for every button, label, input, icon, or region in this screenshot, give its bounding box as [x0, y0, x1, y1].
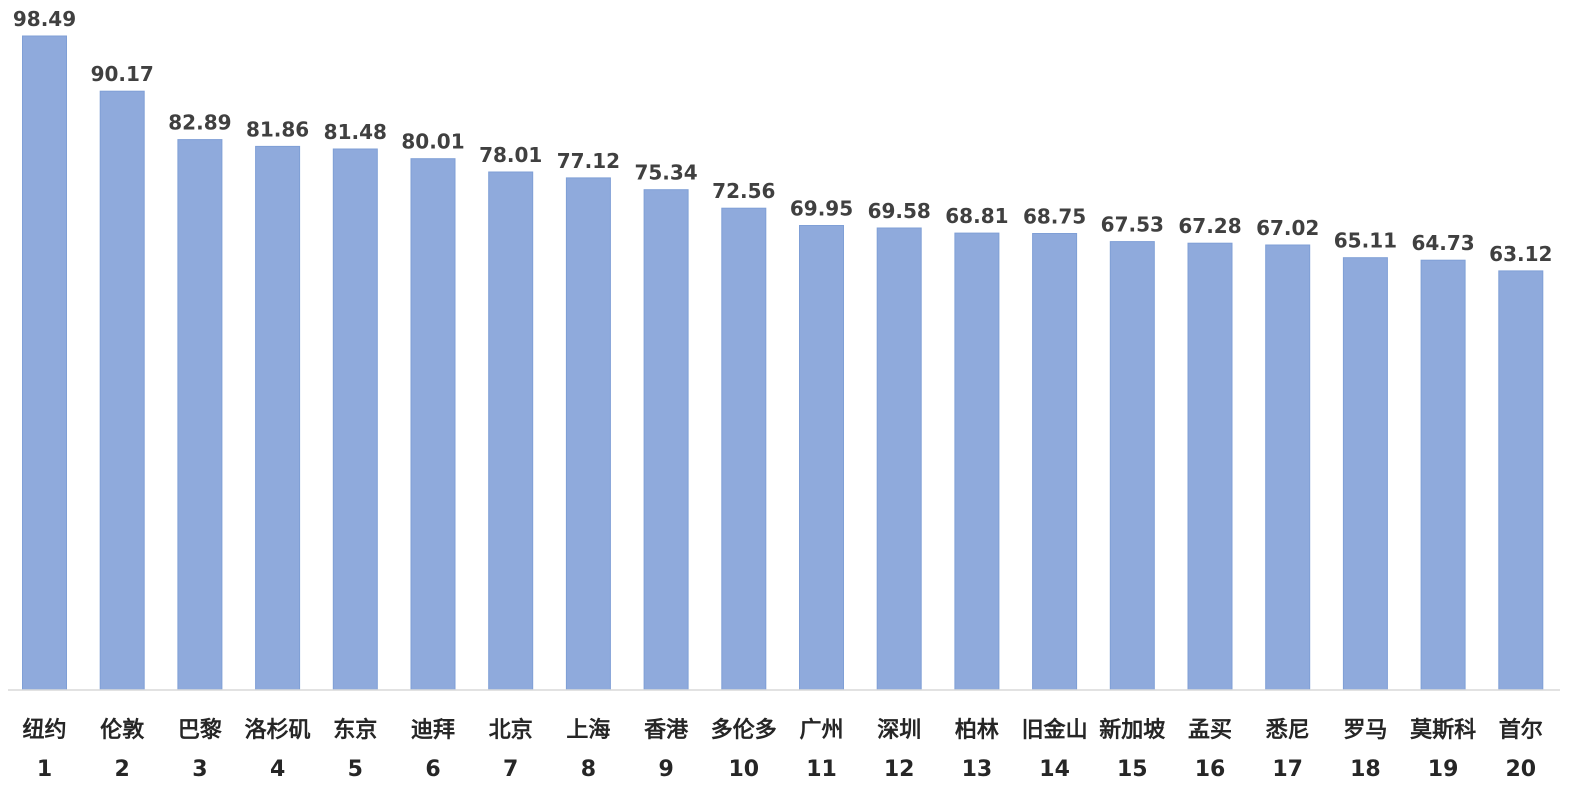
category-label-15: 新加坡 [1099, 717, 1165, 743]
value-label-18: 65.11 [1334, 229, 1397, 253]
category-label-13: 柏林 [955, 717, 999, 743]
rank-label-13: 13 [962, 757, 993, 782]
rank-label-8: 8 [581, 757, 596, 782]
rank-label-18: 18 [1350, 757, 1381, 782]
bar-5 [332, 148, 378, 691]
category-label-20: 首尔 [1499, 717, 1543, 743]
value-label-17: 67.02 [1256, 216, 1319, 240]
category-label-19: 莫斯科 [1410, 717, 1476, 743]
rank-labels-layer: 1 2 3 4 5 6 7 8 9 10 11 12 13 14 15 16 17 18 19 20 [37, 757, 1536, 782]
rank-label-20: 20 [1505, 757, 1536, 782]
rank-label-12: 12 [884, 757, 915, 782]
category-label-1: 纽约 [22, 717, 66, 743]
value-labels-layer: 98.49 90.17 82.89 81.86 81.48 80.01 78.01 77.12… [13, 7, 1553, 266]
value-label-8: 77.12 [557, 149, 620, 173]
bars-layer [22, 35, 1544, 691]
bar-9 [643, 189, 689, 691]
bar-15 [1109, 241, 1155, 691]
category-label-2: 伦敦 [100, 717, 145, 743]
category-label-3: 巴黎 [178, 717, 222, 743]
bar-11 [799, 225, 844, 691]
bar-19 [1420, 259, 1466, 691]
rank-label-1: 1 [37, 757, 52, 782]
category-label-7: 北京 [489, 717, 533, 743]
value-label-11: 69.95 [790, 197, 853, 221]
value-label-20: 63.12 [1489, 242, 1552, 266]
bar-2 [99, 90, 145, 691]
bar-4 [255, 145, 301, 691]
category-label-5: 东京 [333, 717, 377, 743]
rank-label-14: 14 [1039, 757, 1070, 782]
value-label-10: 72.56 [712, 179, 775, 203]
rank-label-15: 15 [1117, 757, 1148, 782]
bar-3 [177, 139, 223, 691]
rank-label-6: 6 [425, 757, 440, 782]
category-label-8: 上海 [566, 717, 610, 743]
bar-16 [1187, 242, 1233, 691]
bar-6 [410, 158, 456, 691]
category-label-9: 香港 [644, 718, 689, 743]
value-label-6: 80.01 [401, 130, 464, 154]
category-label-14: 旧金山 [1022, 717, 1088, 743]
bar-18 [1342, 257, 1388, 691]
value-label-12: 69.58 [868, 199, 931, 223]
rank-label-3: 3 [192, 757, 207, 782]
category-label-17: 悉尼 [1266, 718, 1310, 743]
category-label-18: 罗马 [1343, 718, 1387, 743]
category-label-12: 深圳 [877, 718, 921, 743]
value-label-19: 64.73 [1411, 231, 1474, 255]
rank-label-17: 17 [1272, 757, 1303, 782]
value-label-14: 68.75 [1023, 205, 1086, 229]
value-label-4: 81.86 [246, 117, 309, 141]
rank-label-19: 19 [1428, 757, 1459, 782]
category-label-10: 多伦多 [711, 717, 777, 743]
value-label-16: 67.28 [1178, 214, 1241, 238]
rank-label-7: 7 [503, 757, 518, 782]
value-label-1: 98.49 [13, 7, 76, 31]
value-label-13: 68.81 [945, 204, 1008, 228]
bar-10 [721, 207, 767, 691]
rank-label-4: 4 [270, 757, 285, 782]
bar-20 [1498, 270, 1544, 691]
value-label-5: 81.48 [324, 120, 387, 144]
bar-17 [1265, 244, 1311, 691]
value-label-2: 90.17 [91, 62, 154, 86]
bar-13 [954, 232, 1000, 691]
value-label-3: 82.89 [168, 111, 231, 135]
rank-label-2: 2 [115, 757, 130, 782]
bar-7 [488, 171, 534, 691]
category-label-11: 广州 [799, 717, 843, 743]
rank-label-16: 16 [1195, 757, 1226, 782]
rank-label-11: 11 [806, 757, 837, 782]
rank-label-9: 9 [658, 757, 673, 782]
category-label-16: 孟买 [1188, 718, 1232, 743]
category-labels-layer: 纽约 伦敦 巴黎 洛杉矶 东京 迪拜 北京 上海 香港 多伦多 广州 深圳 柏林 旧金山 新加坡 孟买 悉尼 罗马… [22, 717, 1542, 743]
bar-8 [565, 177, 611, 691]
value-label-9: 75.34 [634, 161, 697, 185]
bar-1 [22, 35, 67, 691]
value-label-7: 78.01 [479, 143, 542, 167]
bar-14 [1032, 233, 1078, 691]
category-label-6: 迪拜 [411, 718, 455, 743]
category-label-4: 洛杉矶 [245, 717, 311, 743]
value-label-15: 67.53 [1101, 213, 1164, 237]
rank-label-10: 10 [728, 757, 759, 782]
rank-label-5: 5 [348, 757, 363, 782]
bar-12 [876, 227, 922, 691]
